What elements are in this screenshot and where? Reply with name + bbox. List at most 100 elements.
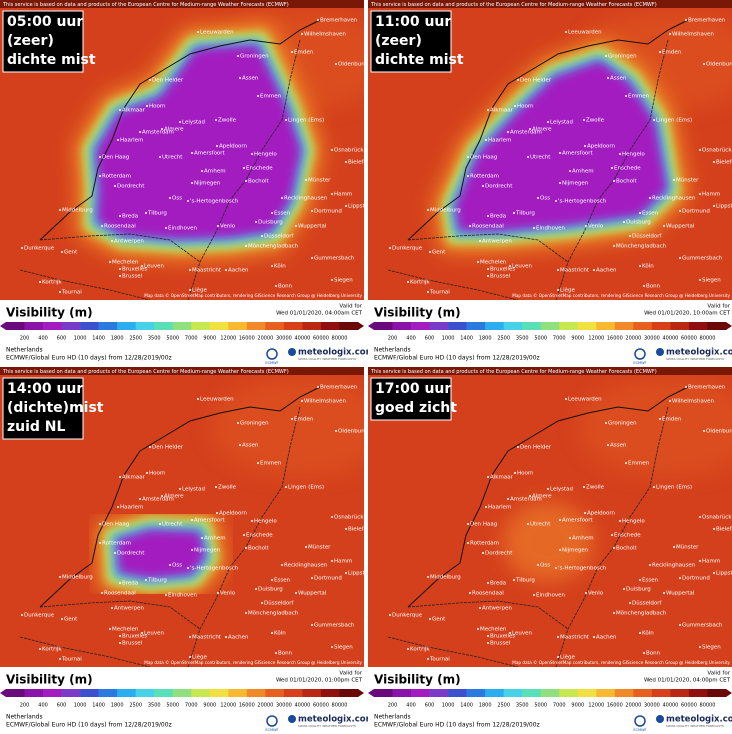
city-label: Recklinghausen — [652, 196, 696, 202]
city-label: Bocholt — [248, 546, 270, 552]
city-label: Den Helder — [520, 445, 552, 451]
city-label: Oss — [540, 563, 550, 569]
city-label: Köln — [642, 631, 654, 637]
colorbar-step — [24, 689, 44, 697]
header-note: This service is based on data and produc… — [2, 2, 289, 8]
ecmwf: ECMWF — [265, 361, 278, 365]
colorbar-step — [283, 322, 303, 330]
city-dot — [565, 31, 567, 33]
city-dot — [311, 577, 313, 579]
city-dot — [649, 564, 651, 566]
city-dot — [605, 55, 607, 57]
city-dot — [611, 534, 613, 536]
city-dot — [679, 210, 681, 212]
city-label: Brussel — [490, 274, 511, 280]
city-label: Maastricht — [192, 635, 222, 641]
city-label: Den Haag — [470, 522, 497, 528]
city-label: Dunkerque — [392, 246, 423, 252]
city-dot — [255, 221, 257, 223]
city-dot — [109, 628, 111, 630]
city-label: Brussel — [490, 641, 511, 647]
colorbar-step — [522, 689, 542, 697]
city-label: Lingen (Ems) — [288, 485, 324, 491]
city-label: Den Haag — [102, 155, 129, 161]
city-label: Bielefeld — [348, 160, 372, 166]
city-dot — [619, 520, 621, 522]
city-label: Osnabrück — [702, 148, 732, 154]
city-label: Oldenburg — [338, 429, 367, 435]
city-dot — [189, 636, 191, 638]
colorbar-step — [339, 322, 359, 330]
city-dot — [197, 31, 199, 33]
colorbar-step — [448, 322, 467, 330]
city-dot — [305, 546, 307, 548]
city-dot — [114, 185, 116, 187]
valid-time: Wed 01/01/2020, 01:00pm CET — [276, 678, 363, 684]
brand-tagline: SWISS QUALITY WEATHER FORECASTS — [298, 724, 356, 728]
city-dot — [389, 247, 391, 249]
colorbar-tick: 20000 — [257, 336, 273, 342]
colorbar-step — [339, 689, 359, 697]
colorbar-end — [358, 322, 364, 330]
city-dot — [565, 398, 567, 400]
city-label: Amsterdam — [510, 130, 542, 136]
colorbar-tick: 20000 — [625, 703, 641, 709]
city-label: Bruxelles — [490, 634, 515, 640]
city-dot — [514, 105, 516, 107]
colorbar-step — [392, 322, 412, 330]
city-label: Hamm — [702, 192, 720, 198]
city-label: 's-Hertogenbosch — [190, 199, 239, 205]
colorbar-tick: 1400 — [92, 703, 105, 709]
city-dot — [507, 498, 509, 500]
colorbar-tick: 3500 — [516, 703, 529, 709]
city-dot — [527, 156, 529, 158]
colorbar-tick: 60000 — [313, 336, 329, 342]
city-label: Nijmegen — [562, 548, 589, 554]
city-dot — [331, 193, 333, 195]
colorbar-tick: 7000 — [553, 336, 566, 342]
colorbar-tick: 30000 — [644, 336, 660, 342]
colorbar-tick: 1800 — [111, 336, 124, 342]
colorbar-step — [228, 689, 248, 697]
city-label: Dortmund — [682, 576, 710, 582]
city-dot — [39, 281, 41, 283]
label-line: (zeer) — [375, 33, 422, 49]
city-dot — [149, 446, 151, 448]
city-label: Wilhelmshaven — [304, 32, 346, 38]
city-label: Venlo — [220, 591, 236, 597]
city-dot — [39, 648, 41, 650]
city-dot — [713, 528, 715, 530]
city-dot — [281, 197, 283, 199]
city-dot — [559, 519, 561, 521]
ecmwf: ECMWF — [265, 728, 278, 732]
city-label: Arnhem — [204, 169, 226, 175]
city-dot — [607, 444, 609, 446]
colorbar-tick: 1400 — [460, 703, 473, 709]
city-label: Oss — [172, 196, 182, 202]
colorbar-tick: 1000 — [74, 336, 87, 342]
city-dot — [427, 209, 429, 211]
city-dot — [245, 547, 247, 549]
city-dot — [161, 128, 163, 130]
city-dot — [487, 642, 489, 644]
colorbar-step — [392, 689, 412, 697]
city-dot — [119, 476, 121, 478]
header-note: This service is based on data and produc… — [370, 369, 657, 375]
city-dot — [119, 635, 121, 637]
city-label: Dunkerque — [392, 613, 423, 619]
colorbar-tick: 1000 — [442, 336, 455, 342]
city-label: Emden — [294, 417, 314, 423]
label-box — [2, 377, 84, 440]
brand-logo — [656, 715, 664, 723]
city-label: Assen — [610, 443, 627, 449]
city-label: Liège — [192, 654, 207, 661]
city-dot — [623, 588, 625, 590]
city-dot — [529, 495, 531, 497]
city-dot — [555, 567, 557, 569]
city-dot — [611, 167, 613, 169]
city-dot — [482, 552, 484, 554]
city-dot — [257, 95, 259, 97]
valid-time: Wed 01/01/2020, 04:00pm CET — [644, 678, 731, 684]
colorbar-step — [633, 322, 653, 330]
